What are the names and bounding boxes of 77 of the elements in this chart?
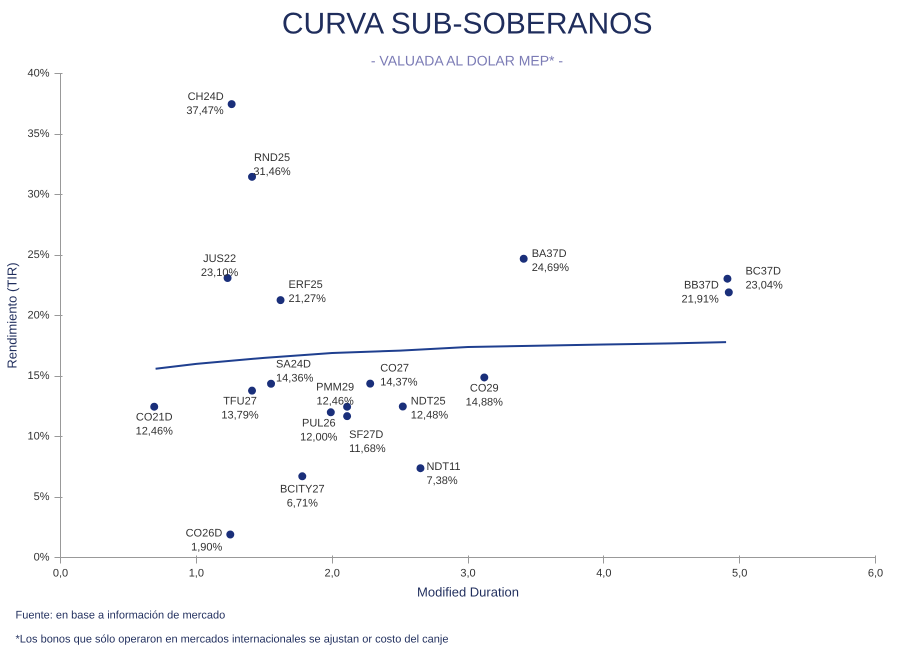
data-label: 12,46% — [136, 426, 174, 438]
data-label: 7,38% — [426, 475, 458, 488]
point — [298, 472, 306, 480]
y-tick-label: 5% — [34, 491, 50, 503]
annotation: JUS22 — [203, 252, 236, 265]
annotation: BB37D — [684, 279, 719, 292]
x-axis-title: Modified Duration — [417, 584, 519, 600]
point — [226, 530, 234, 539]
annotation: SF27D — [349, 429, 384, 442]
point — [398, 402, 407, 410]
annotation: CO27 — [380, 362, 409, 375]
x-tick-label: 4,0 — [596, 568, 612, 580]
y-tick-label: 20% — [27, 310, 50, 322]
data-label: 1,90% — [191, 542, 223, 554]
point — [150, 402, 158, 411]
point — [723, 274, 732, 283]
y-axis-title: Rendimiento (TIR) — [4, 262, 20, 369]
y-tick-label: 35% — [27, 128, 50, 140]
point — [343, 412, 352, 420]
data-label: 21,91% — [681, 293, 720, 306]
point — [276, 296, 285, 304]
data-label: 6,71% — [286, 497, 318, 510]
data-label: 14,36% — [276, 372, 314, 385]
annotation: TFU27 — [223, 396, 257, 408]
annotation: BC37D — [745, 266, 781, 278]
point — [480, 373, 488, 382]
x-tick-label: 5,0 — [732, 568, 748, 580]
y-tick-label: 25% — [27, 249, 50, 261]
data-label: 14,37% — [380, 376, 418, 389]
x-tick-label: 0,0 — [52, 568, 68, 580]
y-tick-label: 40% — [27, 68, 50, 80]
x-tick-label: 2,0 — [324, 568, 340, 580]
point — [228, 100, 236, 108]
data-label: 11,68% — [349, 443, 386, 456]
data-label: 14,88% — [466, 396, 504, 408]
annotation: CO21D — [136, 412, 173, 424]
data-label: 31,46% — [253, 166, 291, 178]
text: *Los bonos que sólo operaron en mercados internacionales se ajustan or costo del canje — [16, 634, 448, 646]
source-note: Fuente: en base a información de mercado — [16, 610, 226, 622]
data-label: 23,04% — [745, 280, 783, 292]
data-label: 12,00% — [300, 431, 338, 444]
chart-title: CURVA SUB-SOBERANOS — [282, 8, 653, 40]
annotation: PUL26 — [302, 417, 336, 430]
annotation: SA24D — [276, 358, 311, 371]
annotation: ERF25 — [288, 279, 323, 292]
point — [724, 288, 733, 296]
point — [267, 380, 276, 388]
annotation: RND25 — [254, 152, 290, 164]
annotation: BCITY27 — [280, 483, 325, 496]
data-label: 23,10% — [200, 266, 238, 279]
chart-subtitle: - VALUADA AL DOLAR MEP* - — [370, 52, 564, 68]
annotation: CH24D — [188, 91, 224, 104]
annotation: BA37D — [532, 248, 567, 260]
line-series — [154, 341, 728, 370]
data-label: 37,47% — [186, 105, 224, 118]
y-tick-label: 10% — [27, 430, 50, 442]
annotation: NDT11 — [426, 461, 460, 474]
y-tick-label: 30% — [27, 188, 50, 200]
annotation: CO29 — [470, 382, 499, 394]
point — [326, 408, 335, 416]
x-tick-label: 3,0 — [460, 568, 476, 580]
x-tick-label: 1,0 — [188, 568, 204, 580]
data-label: 12,46% — [316, 396, 354, 408]
annotation: NDT25 — [410, 395, 446, 408]
annotation: CO26D — [186, 528, 222, 540]
point — [366, 380, 374, 388]
x-tick-label: 6,0 — [868, 568, 884, 580]
point — [520, 254, 528, 263]
data-label: 21,27% — [288, 293, 326, 306]
point — [248, 386, 256, 395]
annotation: PMM29 — [316, 382, 354, 394]
point — [416, 464, 424, 472]
y-tick-label: 15% — [27, 370, 50, 382]
y-tick-label: 0% — [34, 552, 50, 564]
data-label: 13,79% — [221, 410, 259, 422]
data-label: 24,69% — [532, 262, 570, 274]
data-label: 12,48% — [410, 409, 448, 422]
